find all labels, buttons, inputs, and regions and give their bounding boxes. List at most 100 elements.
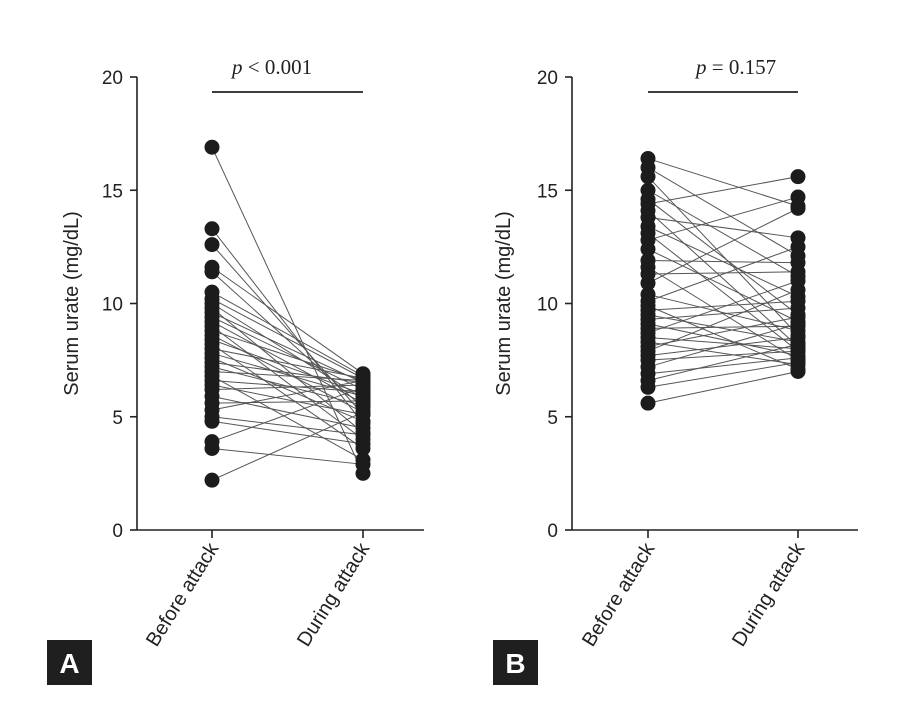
pair-line <box>211 291 364 377</box>
pair-line <box>211 411 364 481</box>
pair-line <box>211 147 364 474</box>
pair-line <box>647 336 799 357</box>
panel-a: 0 5 10 15 20 Before attack During attack Serum … <box>47 55 424 685</box>
during-point <box>790 239 806 255</box>
during-point <box>790 282 806 298</box>
during-point <box>790 336 806 352</box>
before-point <box>640 169 656 185</box>
pair-line <box>647 361 799 388</box>
pair-line <box>211 380 364 411</box>
pair-line <box>211 380 364 393</box>
before-point <box>204 264 220 280</box>
x-category-label: Before attack <box>578 538 660 650</box>
pair-line <box>647 232 799 352</box>
before-point <box>640 275 656 291</box>
during-point <box>355 436 371 452</box>
pair-line <box>647 259 799 264</box>
y-axis-title: Serum urate (mg/dL) <box>61 211 83 396</box>
pair-line <box>647 271 799 275</box>
pair-line <box>647 176 799 336</box>
pair-line <box>647 280 799 334</box>
y-tick-label: 20 <box>102 68 123 89</box>
during-point <box>790 200 806 216</box>
pair-line <box>647 246 799 302</box>
y-tick-label: 5 <box>112 408 123 429</box>
during-point <box>790 363 806 379</box>
pair-line <box>211 325 364 440</box>
y-tick-label: 0 <box>547 521 558 542</box>
pair-line <box>647 293 799 332</box>
pair-line <box>647 248 799 323</box>
panel-b: 0 5 10 15 20 Before attack During attack Serum … <box>493 55 858 685</box>
y-tick-label: 0 <box>112 521 123 542</box>
pair-line <box>211 395 364 429</box>
pair-line <box>211 447 364 465</box>
during-point <box>355 456 371 472</box>
y-tick-label: 20 <box>537 68 558 89</box>
pair-line <box>647 198 799 316</box>
pair-line <box>211 357 364 422</box>
p-value-annotation: p < 0.001 <box>230 55 312 79</box>
pair-line <box>211 352 364 397</box>
before-point <box>204 440 220 456</box>
p-value-annotation: p = 0.157 <box>694 55 776 79</box>
pair-line <box>211 420 364 445</box>
pair-line <box>211 348 364 379</box>
before-point <box>204 472 220 488</box>
pair-line <box>211 298 364 379</box>
pair-line <box>211 303 364 400</box>
pair-line <box>211 400 364 404</box>
pair-line <box>211 370 364 382</box>
before-point <box>204 139 220 155</box>
pair-line <box>211 416 364 436</box>
panel-badge <box>493 640 538 685</box>
during-point <box>355 379 371 395</box>
pair-line <box>647 336 799 350</box>
before-point <box>640 379 656 395</box>
pair-line <box>647 289 799 352</box>
during-point <box>355 393 371 409</box>
panel-label: A <box>59 648 79 679</box>
during-point <box>790 169 806 185</box>
x-category-label: Before attack <box>142 538 224 650</box>
pair-line <box>647 196 799 241</box>
panel-badge <box>47 640 92 685</box>
pair-line <box>647 307 799 320</box>
y-tick-label: 5 <box>547 408 558 429</box>
pair-line <box>647 167 799 257</box>
pair-line <box>647 343 799 381</box>
pair-line <box>647 316 799 348</box>
during-point <box>355 404 371 420</box>
y-tick-label: 10 <box>537 295 558 316</box>
y-tick-label: 15 <box>102 181 123 202</box>
pair-line <box>647 323 799 368</box>
panel-label: B <box>505 648 525 679</box>
pair-line <box>647 300 799 311</box>
pair-line <box>647 158 799 207</box>
x-category-label: During attack <box>728 538 810 650</box>
pair-line <box>211 316 364 391</box>
pair-line <box>647 370 799 404</box>
before-point <box>640 241 656 257</box>
pair-line <box>211 384 364 415</box>
pair-line <box>647 357 799 375</box>
pair-line <box>211 312 364 384</box>
pair-line <box>647 350 799 361</box>
pair-line <box>211 343 364 449</box>
pair-line <box>211 266 364 375</box>
pair-line <box>647 325 799 329</box>
x-category-label: During attack <box>293 538 375 650</box>
before-point <box>204 221 220 237</box>
pair-line <box>647 207 799 284</box>
pair-line <box>211 228 364 424</box>
pair-line <box>211 330 364 381</box>
during-point <box>790 316 806 332</box>
y-axis-title: Serum urate (mg/dL) <box>493 211 515 396</box>
y-tick-label: 15 <box>537 181 558 202</box>
pair-line <box>647 314 799 343</box>
during-point <box>790 189 806 205</box>
before-point <box>204 237 220 253</box>
pair-line <box>211 386 364 443</box>
pair-line <box>647 216 799 239</box>
